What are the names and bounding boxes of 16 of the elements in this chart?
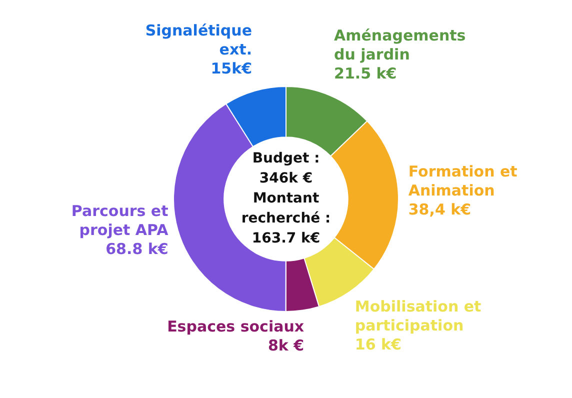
- slice-label: Aménagements du jardin: [334, 26, 466, 64]
- data-label: 68.8 k€: [106, 240, 168, 258]
- slice-label: Parcours et projet APA: [71, 202, 169, 239]
- text: 163.7 k€: [252, 230, 320, 247]
- slice-label: Espaces sociaux: [167, 318, 304, 336]
- slice-label: Mobilisation et participation: [354, 298, 482, 335]
- data-label: 38,4 k€: [408, 200, 472, 218]
- slice-label: Formation et Animation: [408, 162, 518, 200]
- slice-label: Signalétique ext.: [145, 22, 252, 59]
- text: Montant recherché :: [241, 190, 331, 227]
- data-label: 8k €: [268, 336, 304, 355]
- text: 346k €: [259, 170, 313, 187]
- data-label: 16 k€: [354, 336, 402, 354]
- data-label: 21.5 k€: [334, 64, 397, 83]
- data-label: 15k€: [210, 60, 252, 78]
- text: Budget :: [252, 150, 320, 167]
